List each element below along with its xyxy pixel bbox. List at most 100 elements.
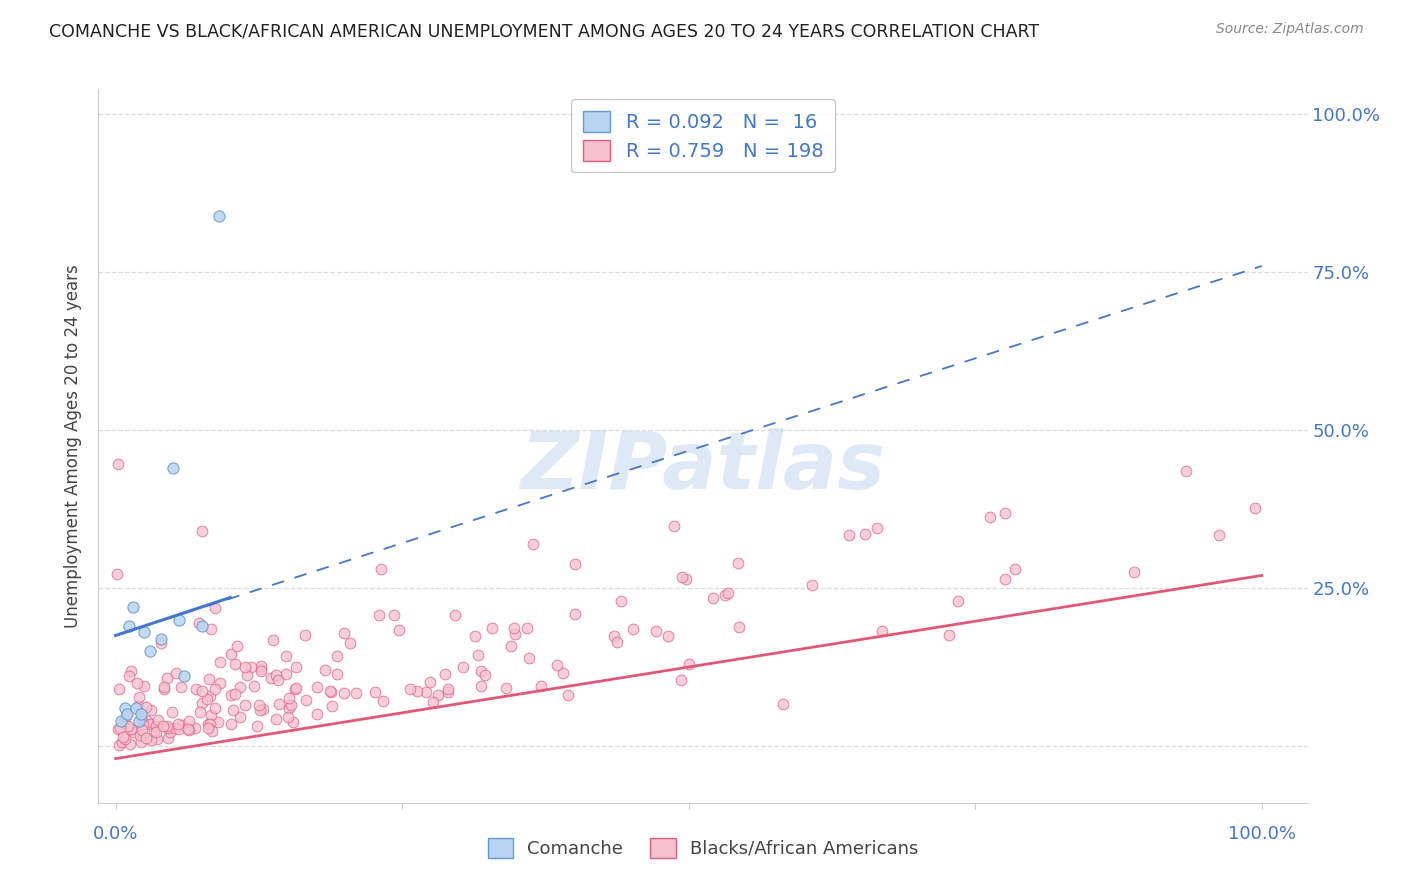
Point (129, 728, 152, 742)
Text: Source: ZipAtlas.com: Source: ZipAtlas.com (1216, 22, 1364, 37)
Point (107, 457, 129, 471)
Point (274, 666, 297, 681)
Point (162, 461, 184, 475)
Point (225, 639, 247, 653)
Point (138, 716, 160, 731)
Point (979, 510, 1001, 524)
Point (305, 680, 328, 694)
Point (198, 689, 221, 703)
Point (344, 685, 367, 699)
Point (224, 657, 246, 671)
Point (107, 723, 129, 737)
Point (451, 660, 474, 674)
Point (118, 619, 141, 633)
Point (267, 698, 290, 712)
Point (319, 685, 342, 699)
Point (105, 567, 128, 582)
Point (516, 621, 538, 635)
Point (644, 624, 666, 638)
Text: ZIPatlas: ZIPatlas (520, 428, 886, 507)
Text: COMANCHE VS BLACK/AFRICAN AMERICAN UNEMPLOYMENT AMONG AGES 20 TO 24 YEARS CORREL: COMANCHE VS BLACK/AFRICAN AMERICAN UNEMP… (49, 22, 1039, 40)
Point (474, 668, 496, 682)
Point (247, 698, 270, 712)
Point (505, 626, 527, 640)
Point (481, 621, 503, 635)
Point (938, 628, 960, 642)
Point (294, 693, 316, 707)
Point (200, 622, 222, 636)
Point (165, 721, 187, 735)
Point (294, 628, 316, 642)
Point (187, 616, 209, 631)
Point (551, 665, 574, 680)
Point (467, 648, 489, 662)
Point (172, 718, 194, 732)
Point (994, 572, 1017, 586)
Point (284, 681, 307, 696)
Point (426, 689, 449, 703)
Point (727, 557, 749, 571)
Point (443, 607, 465, 622)
Point (399, 681, 422, 696)
Point (266, 668, 288, 682)
Point (198, 717, 221, 731)
Point (159, 725, 181, 739)
Point (236, 668, 259, 682)
Point (177, 722, 200, 736)
Point (190, 683, 212, 698)
Point (110, 735, 132, 749)
Point (870, 624, 893, 638)
Point (125, 701, 148, 715)
Point (246, 719, 269, 733)
Point (120, 664, 142, 678)
Point (250, 662, 273, 676)
Point (546, 657, 568, 672)
Point (284, 660, 307, 674)
Point (134, 625, 156, 640)
Point (139, 703, 162, 717)
Point (207, 715, 229, 730)
Point (125, 675, 148, 690)
Point (260, 671, 283, 685)
Point (464, 629, 486, 643)
Point (855, 526, 877, 541)
Point (131, 723, 153, 738)
Text: 100.0%: 100.0% (1227, 825, 1296, 843)
Point (184, 721, 207, 735)
Point (657, 629, 679, 643)
Point (195, 691, 218, 706)
Point (224, 687, 246, 701)
Point (143, 723, 166, 738)
Point (564, 558, 586, 572)
Point (437, 685, 460, 699)
Point (146, 731, 169, 746)
Point (167, 717, 190, 731)
Point (190, 619, 212, 633)
Point (713, 588, 735, 602)
Point (152, 719, 174, 733)
Point (118, 669, 141, 683)
Point (530, 679, 553, 693)
Point (173, 669, 195, 683)
Point (278, 700, 301, 714)
Point (415, 685, 437, 699)
Point (675, 572, 697, 586)
Point (229, 710, 252, 724)
Point (305, 707, 328, 722)
Point (184, 681, 207, 696)
Point (602, 629, 624, 643)
Point (208, 209, 231, 223)
Point (170, 680, 193, 694)
Point (367, 608, 389, 623)
Point (167, 722, 190, 736)
Point (134, 679, 156, 693)
Point (128, 690, 150, 705)
Point (994, 506, 1017, 520)
Point (564, 607, 586, 621)
Point (122, 725, 145, 739)
Point (136, 714, 159, 729)
Point (156, 721, 179, 735)
Point (110, 714, 132, 728)
Point (319, 683, 342, 698)
Point (1174, 464, 1197, 478)
